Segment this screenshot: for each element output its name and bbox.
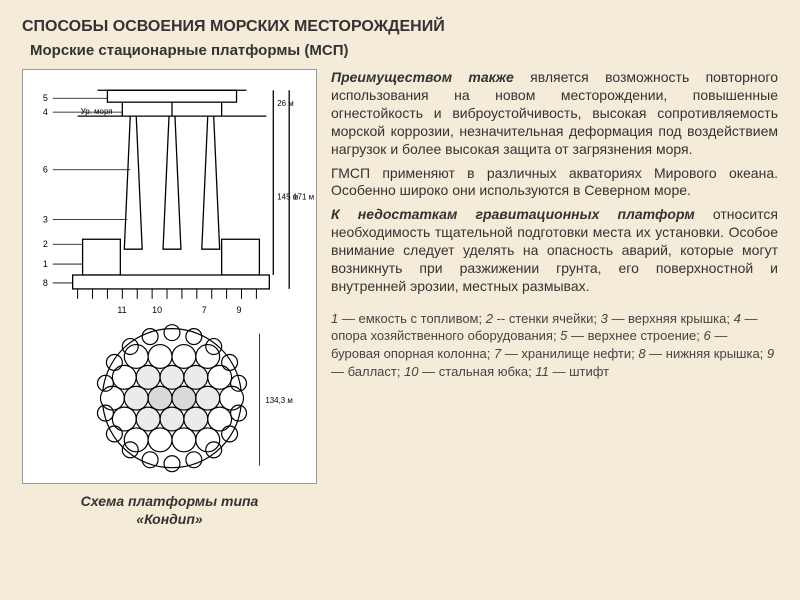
svg-text:7: 7 [202,305,207,315]
left-column: Ур. моря [22,69,317,528]
svg-text:5: 5 [43,93,48,103]
page-title: СПОСОБЫ ОСВОЕНИЯ МОРСКИХ МЕСТОРОЖДЕНИЙ [22,18,778,36]
svg-text:9: 9 [237,305,242,315]
main-content: Ур. моря [22,69,778,528]
svg-text:2: 2 [43,239,48,249]
svg-text:3: 3 [43,214,48,224]
svg-text:6: 6 [43,165,48,175]
svg-text:134,3 м: 134,3 м [265,396,293,405]
diagram-caption: Схема платформы типа «Кондип» [22,492,317,528]
page-subtitle: Морские стационарные платформы (МСП) [30,42,778,59]
svg-text:26 м: 26 м [277,99,294,108]
svg-text:8: 8 [43,278,48,288]
svg-text:11: 11 [117,305,126,315]
svg-text:4: 4 [43,107,48,117]
svg-text:171 м: 171 м [293,193,314,202]
right-column: Преимуществом также является возможность… [331,69,778,528]
sea-level-label: Ур. моря [81,107,113,116]
svg-text:1: 1 [43,259,48,269]
paragraph-disadvantages: К недостаткам гравитационных платформ от… [331,206,778,296]
legend-list: 1 — емкость с топливом; 2 -- стенки ячей… [331,310,778,380]
paragraph-advantages: Преимуществом также является возможность… [331,69,778,159]
platform-diagram: Ур. моря [22,69,317,484]
paragraph-usage: ГМСП применяют в различных акваториях Ми… [331,165,778,201]
svg-text:10: 10 [152,305,162,315]
schematic-svg: Ур. моря [23,69,316,484]
